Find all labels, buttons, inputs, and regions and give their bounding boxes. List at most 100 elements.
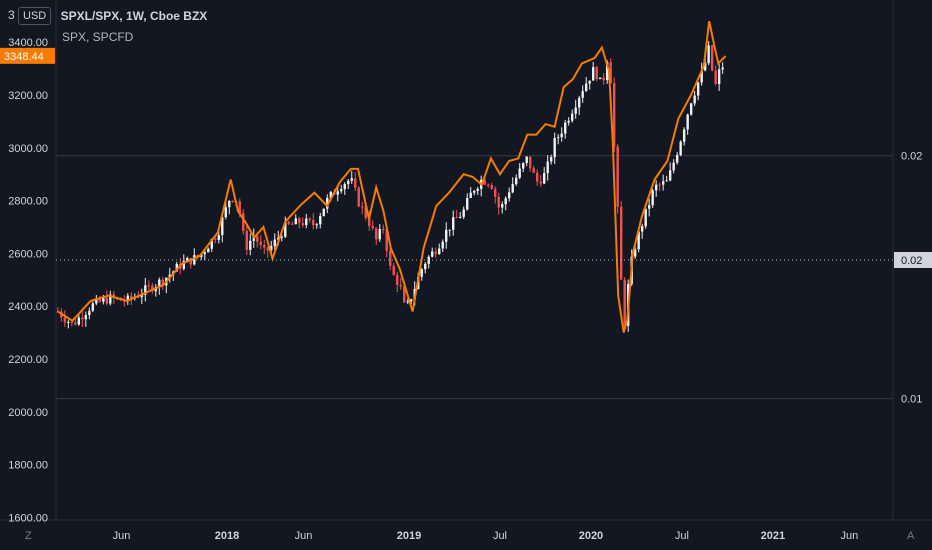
candle-body	[147, 285, 150, 287]
candle-body	[273, 239, 276, 246]
candle-body	[221, 217, 224, 236]
candle-body	[406, 301, 409, 303]
right-tick-label: 0.02	[901, 151, 922, 163]
candle-body	[679, 141, 682, 156]
candle-body	[651, 190, 654, 206]
candle-body	[84, 315, 88, 320]
candle-body	[619, 206, 623, 280]
candle-body	[130, 295, 133, 299]
candle-body	[609, 62, 612, 84]
candle-body	[605, 62, 609, 81]
candle-body	[81, 317, 84, 320]
y-tick-label: 1800.00	[8, 460, 48, 472]
symbol-title[interactable]: SPXL/SPX, 1W, Cboe BZX	[60, 9, 208, 23]
candle-body	[686, 114, 689, 130]
x-tick-label: 2018	[215, 530, 239, 542]
candle-body	[490, 185, 493, 189]
last-price-badge	[0, 47, 55, 64]
candle-body	[203, 252, 206, 255]
candle-body	[570, 113, 574, 121]
timezone-icon[interactable]: Z	[25, 530, 32, 542]
candle-body	[175, 263, 178, 272]
auto-scale-icon[interactable]: A	[907, 530, 915, 542]
candle-body	[322, 208, 325, 217]
candle-body	[529, 156, 532, 169]
candle-body	[497, 196, 500, 208]
candle-body	[350, 178, 353, 181]
currency-button[interactable]: USD	[18, 7, 52, 25]
candle-body	[329, 191, 332, 198]
candle-body	[462, 209, 465, 217]
candle-body	[518, 168, 521, 178]
candle-body	[438, 248, 441, 255]
y-tick-label: 2000.00	[8, 407, 48, 419]
candle-body	[644, 208, 647, 227]
candle-body	[238, 201, 241, 214]
candle-body	[340, 189, 343, 192]
candle-body	[445, 229, 448, 242]
candle-body	[696, 82, 700, 96]
candle-body	[640, 226, 644, 232]
candle-body	[266, 247, 269, 251]
candle-body	[109, 294, 112, 304]
candle-body	[280, 236, 283, 238]
candle-body	[574, 107, 577, 114]
candle-body	[595, 67, 598, 80]
y-tick-label: 3000.00	[8, 143, 48, 155]
candle-body	[95, 298, 98, 304]
candle-body	[385, 229, 388, 251]
candle-body	[256, 236, 259, 242]
candle-body	[242, 213, 245, 232]
candle-body	[515, 177, 518, 185]
candle-body	[287, 221, 290, 224]
candle-body	[466, 197, 469, 210]
candle-body	[161, 279, 164, 286]
candle-body	[410, 299, 413, 302]
candle-body	[434, 251, 437, 255]
x-tick-label: 2021	[761, 530, 785, 542]
candle-body	[550, 157, 553, 162]
candle-body	[144, 285, 147, 295]
candle-body	[277, 237, 280, 240]
candle-body	[476, 188, 479, 191]
candle-body	[448, 229, 451, 231]
candle-body	[591, 67, 595, 81]
x-tick-label: Jul	[493, 530, 507, 542]
candle-body	[259, 241, 262, 245]
candle-body	[693, 95, 696, 104]
candle-body	[654, 184, 658, 191]
candle-body	[375, 228, 378, 240]
candle-body	[182, 261, 185, 269]
candle-body	[441, 241, 444, 249]
candle-body	[672, 162, 675, 171]
candle-body	[102, 297, 105, 302]
candle-body	[553, 138, 556, 158]
candle-body	[473, 190, 476, 193]
candle-body	[598, 77, 602, 80]
candle-body	[616, 146, 619, 207]
candle-body	[459, 216, 462, 218]
candle-body	[308, 218, 311, 221]
candle-body	[563, 122, 567, 134]
candle-body	[623, 279, 626, 326]
candle-body	[431, 251, 434, 257]
comparison-legend[interactable]: SPX, SPCFD	[62, 30, 134, 44]
candle-body	[98, 298, 102, 302]
candle-body	[294, 218, 297, 225]
candle-body	[158, 279, 161, 288]
right-tick-label: 0.01	[901, 394, 922, 406]
candle-body	[637, 231, 640, 250]
candle-body	[378, 228, 381, 240]
candle-body	[77, 317, 81, 325]
candle-body	[469, 192, 472, 198]
candle-body	[301, 223, 304, 226]
candle-body	[424, 263, 427, 270]
candle-body	[231, 200, 234, 202]
candle-body	[137, 296, 140, 298]
candle-body	[357, 187, 360, 207]
candle-body	[382, 228, 385, 230]
last-price-label: 3348.44	[4, 51, 44, 63]
candle-body	[207, 248, 210, 253]
candle-body	[217, 235, 220, 240]
